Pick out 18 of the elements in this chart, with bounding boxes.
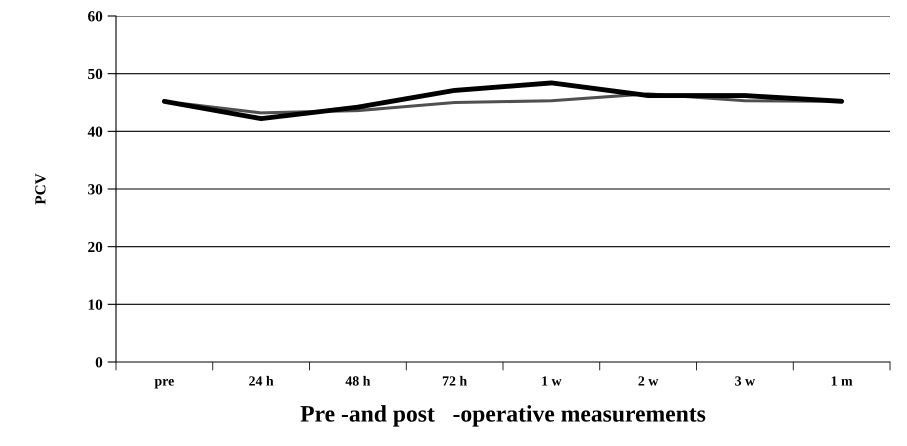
- y-tick-label: 0: [96, 357, 102, 368]
- y-tick-label: 60: [88, 11, 102, 22]
- y-axis-title: PCV: [35, 173, 46, 204]
- y-tick-label: 30: [88, 184, 102, 194]
- x-tick-label: pre: [154, 378, 174, 388]
- y-tick-label: 40: [88, 126, 102, 137]
- x-tick-label: 2 w: [638, 376, 658, 386]
- x-axis-title: Pre -and post -operative measurements: [300, 405, 706, 427]
- x-tick-label: 48 h: [346, 376, 370, 386]
- x-tick-label: 72 h: [442, 376, 467, 386]
- x-tick-label: 3 w: [735, 376, 756, 386]
- line-series: [162, 80, 844, 122]
- x-tick-label: 1 m: [832, 376, 852, 386]
- y-tick-label: 10: [88, 299, 102, 310]
- x-tick-label: 24 h: [249, 376, 274, 386]
- x-tick-label: 1 w: [542, 376, 562, 386]
- y-tick-label: 50: [88, 68, 102, 80]
- y-tick-label: 20: [88, 242, 102, 252]
